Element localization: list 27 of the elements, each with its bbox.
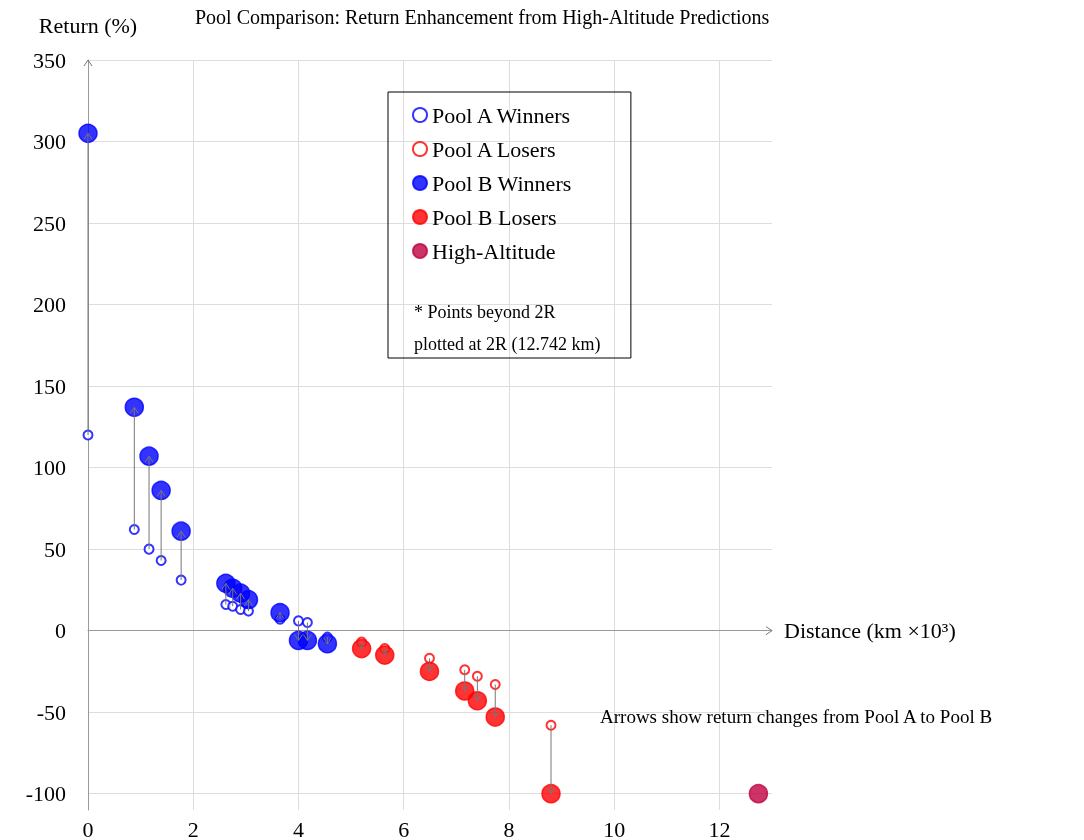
y-tick-label: 50: [44, 536, 66, 562]
legend-label: High-Altitude: [432, 238, 556, 264]
y-tick-label: 300: [33, 129, 66, 155]
y-tick-label: 0: [55, 618, 66, 644]
legend-label: Pool A Losers: [432, 136, 556, 162]
x-tick-label: 12: [708, 816, 731, 840]
x-tick-label: 0: [82, 816, 94, 840]
y-tick-label: 250: [33, 210, 66, 236]
y-tick-label: -50: [36, 699, 66, 725]
x-axis-title: Distance (km ×10³): [784, 618, 956, 644]
x-tick-label: 6: [398, 816, 410, 840]
annotation: Arrows show return changes from Pool A to Pool B: [600, 705, 993, 727]
annotation: * Points beyond 2R plotted at 2R (12.742 km): [414, 302, 601, 355]
x-tick-label: 4: [292, 816, 304, 840]
chart-title: Pool Comparison: Return Enhancement from High-Altitude Predictions: [195, 6, 770, 29]
legend-label: Pool A Winners: [432, 102, 571, 128]
y-tick-label: 100: [33, 455, 66, 481]
y-tick-label: 150: [33, 373, 66, 399]
y-tick-label: 200: [33, 292, 66, 318]
y-tick-label: 350: [33, 47, 66, 73]
x-tick-label: 10: [603, 816, 626, 840]
x-tick-label: 8: [503, 816, 515, 840]
x-tick-label: 2: [187, 816, 199, 840]
y-axis-title: Return (%): [38, 12, 138, 38]
legend-label: Pool B Winners: [432, 170, 572, 196]
legend-label: Pool B Losers: [432, 204, 557, 230]
y-tick-label: -100: [25, 781, 66, 807]
